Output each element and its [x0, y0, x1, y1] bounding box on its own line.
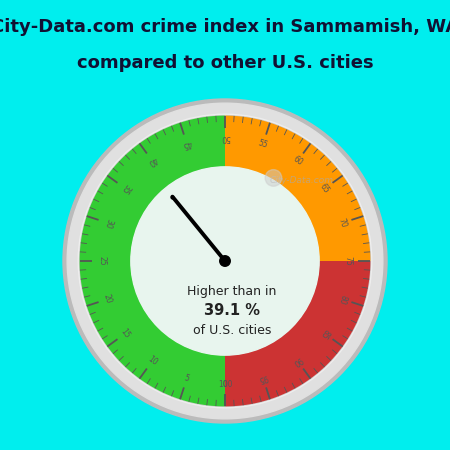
Text: 65: 65	[318, 182, 331, 195]
Text: 45: 45	[181, 138, 193, 149]
Text: 70: 70	[337, 217, 348, 229]
Polygon shape	[225, 116, 370, 261]
Circle shape	[80, 116, 370, 406]
Text: City-Data.com crime index in Sammamish, WA: City-Data.com crime index in Sammamish, …	[0, 18, 450, 36]
Circle shape	[220, 256, 230, 266]
Text: 35: 35	[119, 182, 132, 195]
Text: 60: 60	[291, 155, 304, 168]
Polygon shape	[225, 261, 370, 406]
Text: 40: 40	[146, 155, 159, 168]
Circle shape	[78, 114, 372, 408]
Text: 75: 75	[344, 256, 353, 266]
Circle shape	[265, 170, 282, 186]
Text: compared to other U.S. cities: compared to other U.S. cities	[76, 54, 373, 72]
Text: 10: 10	[146, 354, 159, 367]
Circle shape	[131, 167, 319, 355]
Text: 95: 95	[257, 373, 269, 384]
Polygon shape	[80, 116, 225, 406]
Text: 0: 0	[223, 380, 227, 389]
Text: 25: 25	[97, 256, 106, 266]
Text: 20: 20	[102, 293, 113, 305]
Text: 15: 15	[119, 327, 132, 340]
Text: Higher than in: Higher than in	[187, 285, 277, 298]
Text: of U.S. cities: of U.S. cities	[193, 324, 271, 337]
Text: 100: 100	[218, 380, 232, 389]
Circle shape	[67, 103, 383, 419]
Text: 80: 80	[337, 293, 348, 305]
Text: 5: 5	[183, 373, 191, 383]
Text: 39.1 %: 39.1 %	[204, 303, 260, 318]
Text: 30: 30	[102, 217, 113, 229]
Text: 85: 85	[318, 327, 331, 340]
Circle shape	[63, 99, 387, 423]
Text: City-Data.com: City-Data.com	[269, 176, 333, 185]
Text: 90: 90	[291, 354, 304, 367]
Text: 55: 55	[257, 138, 269, 149]
Text: 50: 50	[220, 133, 230, 142]
